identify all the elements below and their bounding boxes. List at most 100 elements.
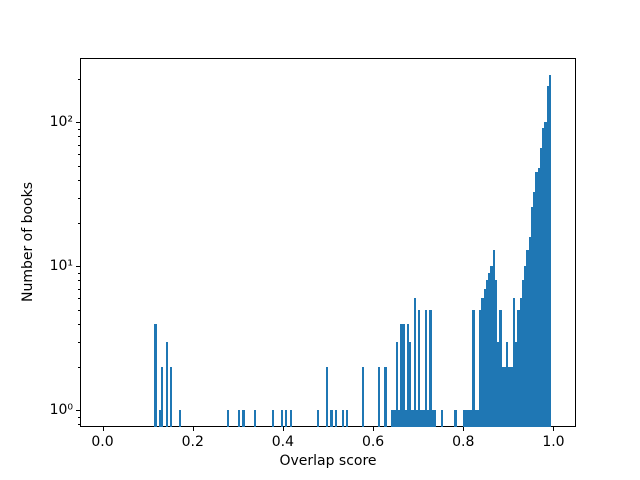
histogram-bar	[179, 410, 182, 428]
y-axis-minor-tick	[77, 288, 80, 290]
histogram-bar	[467, 410, 471, 428]
histogram-bar	[406, 323, 410, 428]
histogram-bar	[334, 410, 337, 428]
y-axis-minor-tick	[77, 417, 80, 419]
y-axis-minor-tick	[77, 323, 80, 325]
histogram-bar	[280, 410, 283, 428]
histogram-bar	[465, 410, 468, 428]
y-axis-minor-tick	[77, 79, 80, 81]
histogram-bar	[474, 410, 477, 428]
histogram-bar	[361, 367, 365, 428]
histogram-bar	[512, 298, 516, 428]
histogram-bar	[440, 410, 443, 428]
histogram-bar	[515, 341, 518, 428]
y-axis-minor-tick	[77, 154, 80, 156]
histogram-bar	[539, 148, 543, 428]
y-axis-minor-tick	[77, 165, 80, 167]
histogram-bar	[346, 410, 349, 428]
histogram-bar	[485, 280, 489, 428]
histogram-bar	[548, 74, 552, 428]
y-axis-minor-tick	[77, 341, 80, 343]
histogram-bar	[499, 309, 502, 428]
histogram-bar	[508, 367, 511, 428]
x-axis-tick	[553, 427, 555, 432]
histogram-bar	[483, 288, 486, 428]
histogram-bar	[519, 298, 522, 428]
x-axis-tick	[463, 427, 465, 432]
histogram-bar	[472, 309, 475, 428]
histogram-bar	[400, 323, 403, 428]
histogram-bar	[535, 172, 538, 428]
x-axis-tick	[282, 427, 284, 432]
histogram-bar	[161, 367, 164, 428]
histogram-bar	[170, 367, 173, 428]
histogram-bar	[481, 298, 484, 428]
histogram-bar	[242, 410, 245, 428]
histogram-bar	[330, 410, 333, 428]
y-axis-tick-label: 10⁰	[49, 402, 73, 419]
y-axis-minor-tick	[77, 144, 80, 146]
histogram-bar	[418, 309, 421, 428]
histogram-bar	[517, 309, 520, 428]
x-axis-label: Overlap score	[279, 453, 377, 470]
y-axis-minor-tick	[77, 309, 80, 311]
histogram-bar	[420, 410, 423, 428]
histogram-bar	[470, 410, 473, 428]
y-axis-tick	[76, 122, 80, 124]
y-axis-minor-tick	[77, 223, 80, 225]
histogram-bar	[454, 410, 457, 428]
x-axis-tick-label: 0.0	[91, 434, 114, 451]
histogram-bar	[393, 410, 396, 428]
histogram-bar	[391, 410, 394, 428]
histogram-bar	[158, 410, 162, 428]
histogram-bar	[528, 237, 531, 428]
histogram-bar	[503, 367, 507, 428]
histogram-bar	[463, 410, 466, 428]
histogram-bar	[433, 410, 437, 428]
histogram-bar	[530, 206, 534, 428]
histogram-bar	[510, 367, 513, 428]
y-axis-minor-tick	[77, 367, 80, 369]
histogram-bar	[521, 280, 525, 428]
histogram-bar	[384, 367, 387, 428]
histogram-bar	[422, 410, 425, 428]
histogram-bar	[501, 367, 504, 428]
y-axis-minor-tick	[77, 129, 80, 131]
histogram-bar	[377, 367, 380, 428]
histogram-bar	[506, 341, 509, 428]
y-axis-tick-label: 10²	[49, 114, 73, 131]
histogram-bar	[490, 266, 493, 428]
histogram-bar	[533, 191, 536, 428]
histogram-bar	[411, 410, 414, 428]
y-axis-minor-tick	[77, 197, 80, 199]
x-axis-tick	[373, 427, 375, 432]
histogram-bar	[253, 410, 256, 428]
histogram-bar	[397, 410, 401, 428]
histogram-bar	[395, 341, 398, 428]
histogram-bar	[526, 250, 529, 428]
y-axis-minor-tick	[77, 179, 80, 181]
histogram-bar	[494, 280, 498, 428]
y-axis-minor-tick	[77, 136, 80, 138]
histogram-bar	[289, 410, 292, 428]
histogram-bar	[476, 410, 480, 428]
y-axis-tick	[76, 266, 80, 268]
histogram-bar	[415, 410, 419, 428]
histogram-bar	[165, 341, 168, 428]
histogram-bar	[544, 122, 547, 428]
x-axis-tick-label: 0.2	[181, 434, 204, 451]
histogram-bar	[524, 266, 527, 428]
y-axis-minor-tick	[77, 424, 80, 426]
histogram-bar	[154, 323, 157, 428]
histogram-bar	[542, 127, 545, 428]
histogram-bar	[316, 410, 319, 428]
x-axis-tick-label: 0.4	[271, 434, 295, 451]
y-axis-tick-label: 10¹	[49, 258, 73, 275]
histogram-bar	[537, 168, 540, 428]
histogram-bar	[431, 410, 434, 428]
y-axis-minor-tick	[77, 298, 80, 300]
y-axis-minor-tick	[77, 273, 80, 275]
histogram-bar	[226, 410, 229, 428]
histogram-bar	[285, 410, 288, 428]
